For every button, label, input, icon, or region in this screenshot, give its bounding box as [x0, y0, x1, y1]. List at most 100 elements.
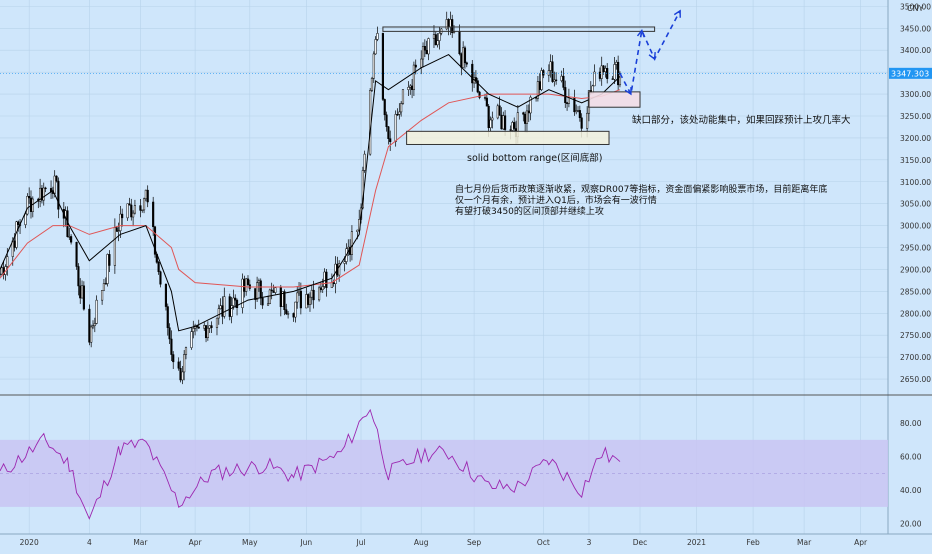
- candle: [611, 78, 614, 80]
- candle: [113, 227, 116, 266]
- candle: [394, 114, 397, 143]
- range-bottom-box[interactable]: [406, 130, 610, 145]
- candle: [567, 97, 570, 104]
- time-tick-label: May: [242, 538, 258, 547]
- rsi-line: [0, 408, 621, 520]
- candle: [447, 19, 450, 28]
- candle: [350, 231, 353, 255]
- candle: [223, 296, 226, 317]
- time-tick-label: 2021: [687, 538, 706, 547]
- candle: [70, 236, 73, 243]
- candle: [108, 254, 111, 266]
- candle: [221, 305, 224, 317]
- projection-arrowhead: [673, 9, 681, 18]
- candle: [256, 282, 259, 300]
- candle: [91, 325, 95, 328]
- rsi-tick-label: 80.00: [900, 419, 922, 428]
- price-tick-label: 3150.00: [900, 156, 931, 165]
- candle: [299, 290, 302, 309]
- candle: [130, 204, 133, 218]
- candle: [228, 296, 231, 317]
- candle: [272, 290, 275, 293]
- candle: [527, 110, 530, 114]
- candle: [170, 338, 173, 355]
- current-price-value: 3347.303: [891, 69, 929, 78]
- candle: [602, 65, 605, 72]
- price-tick-label: 3450.00: [900, 24, 931, 33]
- candle: [600, 65, 603, 79]
- candle: [274, 287, 277, 293]
- time-tick-label: Mar: [133, 538, 148, 547]
- range-top-box[interactable]: [382, 26, 656, 32]
- candle: [139, 205, 142, 211]
- candle: [142, 198, 146, 211]
- candle: [500, 114, 503, 130]
- time-tick-label: Sep: [467, 538, 481, 547]
- candle: [387, 126, 390, 139]
- currency-label: CNY: [907, 4, 924, 13]
- candle: [553, 79, 556, 82]
- candle: [121, 213, 124, 219]
- time-axis-ticks[interactable]: 2020 4 Mar Apr May Jun Jul Aug Sep Oct 3 Dec 2021 Feb…: [20, 538, 868, 547]
- candle: [489, 119, 492, 129]
- candle: [285, 309, 288, 315]
- candle: [593, 71, 596, 87]
- candle: [312, 289, 315, 301]
- candle: [575, 110, 578, 113]
- projection-arrow[interactable]: [619, 10, 681, 97]
- gap-box[interactable]: [588, 91, 641, 108]
- candle: [549, 61, 552, 71]
- price-tick-label: 3200.00: [900, 134, 931, 143]
- candle: [420, 58, 423, 68]
- price-tick-label: 3300.00: [900, 90, 931, 99]
- candle: [75, 241, 78, 267]
- price-tick-label: 2900.00: [900, 265, 931, 274]
- candle: [208, 325, 211, 329]
- time-tick-label: 2020: [20, 538, 39, 547]
- price-tick-label: 2800.00: [900, 309, 931, 318]
- time-tick-label: 3: [587, 538, 592, 547]
- projection-arrowhead: [648, 51, 656, 61]
- candle: [181, 371, 184, 381]
- candle: [396, 114, 399, 116]
- candle: [374, 39, 377, 55]
- candle: [117, 230, 120, 232]
- candle: [421, 46, 425, 60]
- candle: [203, 325, 206, 329]
- candle: [132, 212, 135, 218]
- candle: [166, 306, 169, 328]
- candle: [183, 354, 186, 373]
- candle: [261, 297, 264, 306]
- candle: [268, 289, 271, 305]
- candle: [363, 153, 366, 171]
- candle: [294, 301, 297, 318]
- candle: [172, 354, 175, 363]
- candle: [449, 19, 452, 28]
- candle: [451, 19, 454, 33]
- candle: [343, 261, 346, 264]
- candle: [235, 299, 239, 308]
- candle: [82, 285, 85, 310]
- candle: [133, 205, 137, 214]
- candle: [305, 294, 308, 309]
- gap-note: 缺口部分，该处动能集中，如果回踩预计上攻几率大: [632, 114, 851, 126]
- candle: [141, 209, 144, 211]
- candle: [401, 89, 405, 104]
- candle: [152, 201, 155, 228]
- candle: [491, 117, 494, 121]
- candle: [540, 70, 543, 90]
- rsi-axis-ticks[interactable]: 80.00 60.00 40.00 20.00: [900, 419, 922, 529]
- candle: [115, 227, 118, 232]
- candle: [232, 297, 235, 306]
- candle: [566, 102, 569, 104]
- candle: [536, 81, 539, 99]
- candle: [106, 254, 109, 284]
- analysis-line-1: 自七月份后货币政策逐渐收紧，观察DR007等指标，资金面偏紧影响股票市场，目前距…: [455, 183, 827, 195]
- candle: [332, 282, 335, 284]
- candle: [192, 328, 195, 332]
- candle: [474, 77, 477, 81]
- candle: [389, 138, 392, 143]
- rsi-tick-label: 40.00: [900, 486, 922, 495]
